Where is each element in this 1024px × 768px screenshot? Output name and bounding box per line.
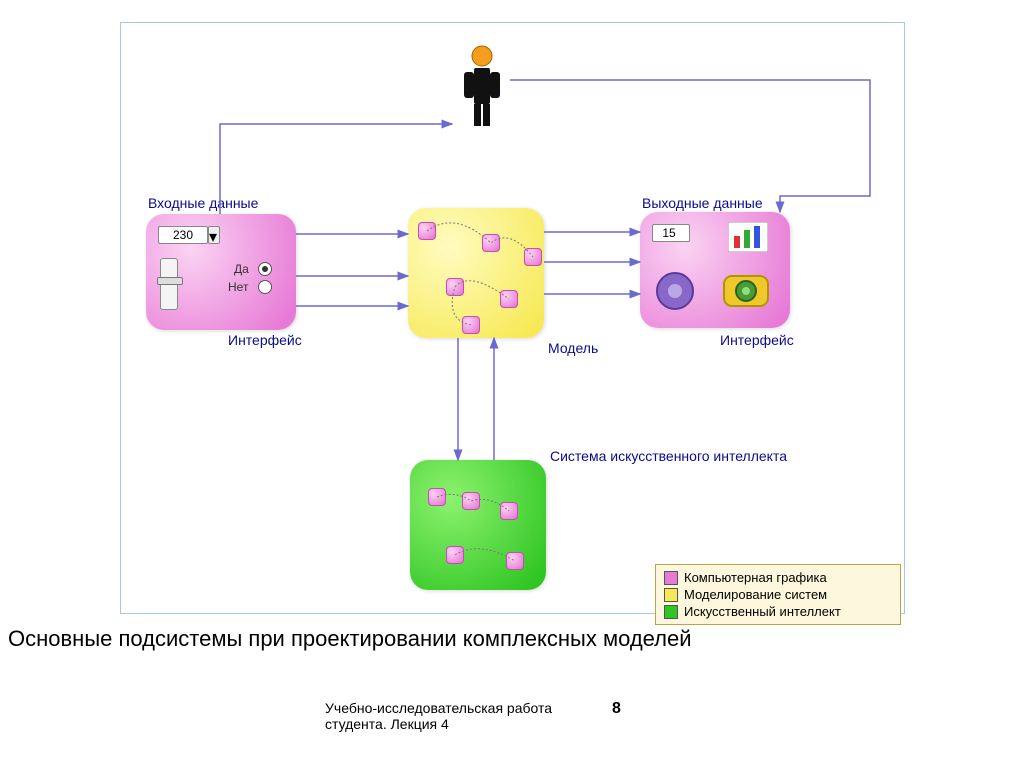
label-output: Выходные данные <box>642 195 763 211</box>
graph-node <box>462 316 480 334</box>
legend-label: Компьютерная графика <box>684 570 827 585</box>
legend-item: Искусственный интеллект <box>664 603 892 620</box>
graph-node <box>446 278 464 296</box>
lens-icon <box>722 270 772 312</box>
legend-swatch <box>664 571 678 585</box>
box-ai <box>410 460 546 590</box>
label-no: Нет <box>228 280 248 294</box>
legend-label: Моделирование систем <box>684 587 827 602</box>
dial-icon <box>654 270 696 312</box>
person-icon <box>458 44 506 128</box>
graph-node <box>524 248 542 266</box>
graph-node <box>418 222 436 240</box>
label-interface-left: Интерфейс <box>228 332 302 348</box>
legend-item: Моделирование систем <box>664 586 892 603</box>
label-ai: Система искусственного интеллекта <box>550 448 787 464</box>
graph-node <box>482 234 500 252</box>
label-yes: Да <box>234 262 249 276</box>
label-input: Входные данные <box>148 195 258 211</box>
graph-node <box>446 546 464 564</box>
legend: Компьютерная графика Моделирование систе… <box>655 564 901 625</box>
graph-node <box>462 492 480 510</box>
legend-swatch <box>664 605 678 619</box>
legend-swatch <box>664 588 678 602</box>
caption: Основные подсистемы при проектировании к… <box>8 626 1016 652</box>
footer-text: Учебно-исследовательская работа студента… <box>325 700 555 732</box>
page-number: 8 <box>612 700 621 718</box>
legend-item: Компьютерная графика <box>664 569 892 586</box>
label-model: Модель <box>548 340 598 356</box>
graph-node <box>428 488 446 506</box>
spinner-input[interactable]: 230 <box>158 226 208 244</box>
slider[interactable] <box>160 258 178 310</box>
spinner-stepper[interactable]: ▾ <box>208 226 220 244</box>
radio-yes[interactable] <box>258 262 272 276</box>
label-interface-right: Интерфейс <box>720 332 794 348</box>
chart-icon <box>728 222 768 252</box>
graph-node <box>500 502 518 520</box>
graph-node <box>500 290 518 308</box>
box-output: 15 <box>640 212 790 328</box>
output-value: 15 <box>652 224 690 242</box>
graph-node <box>506 552 524 570</box>
legend-label: Искусственный интеллект <box>684 604 841 619</box>
box-input: 230 ▾ Да Нет <box>146 214 296 330</box>
radio-no[interactable] <box>258 280 272 294</box>
